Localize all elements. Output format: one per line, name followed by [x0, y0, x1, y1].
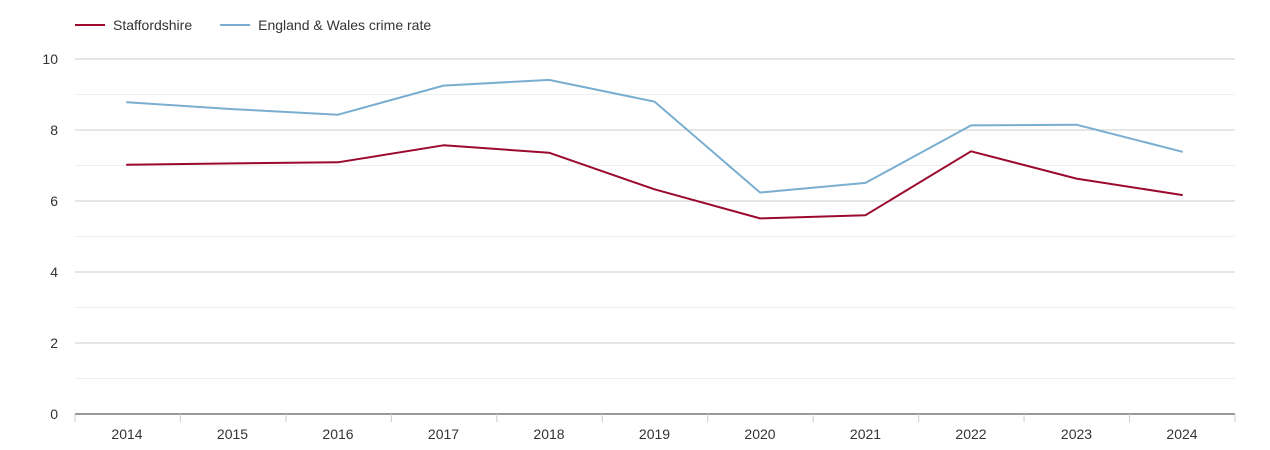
y-tick-label: 6	[50, 193, 58, 209]
y-tick-label: 8	[50, 122, 58, 138]
series-line-england-wales-crime-rate	[126, 78, 1183, 194]
x-tick-label: 2015	[217, 426, 248, 442]
legend: Staffordshire England & Wales crime rate	[75, 17, 431, 33]
y-tick-label: 10	[42, 51, 58, 67]
x-tick-label: 2014	[111, 426, 142, 442]
x-tick-label: 2021	[850, 426, 881, 442]
x-tick-label: 2018	[533, 426, 564, 442]
x-tick-label: 2020	[744, 426, 775, 442]
series	[126, 78, 1183, 220]
legend-label: Staffordshire	[113, 17, 192, 33]
x-tick-label: 2017	[428, 426, 459, 442]
x-tick-label: 2024	[1166, 426, 1197, 442]
y-tick-label: 4	[50, 264, 58, 280]
x-tick-label: 2019	[639, 426, 670, 442]
y-tick-label: 0	[50, 406, 58, 422]
grid	[75, 58, 1235, 379]
legend-label: England & Wales crime rate	[258, 17, 431, 33]
x-tick-label: 2016	[322, 426, 353, 442]
y-tick-label: 2	[50, 335, 58, 351]
series-line-staffordshire	[126, 144, 1183, 220]
x-tick-label: 2022	[955, 426, 986, 442]
axes: 0 2 4 6 8 10 2014 2015 2016 2017 2018 2019 2020 2021 2…	[42, 51, 1236, 442]
x-tick-label: 2023	[1061, 426, 1092, 442]
